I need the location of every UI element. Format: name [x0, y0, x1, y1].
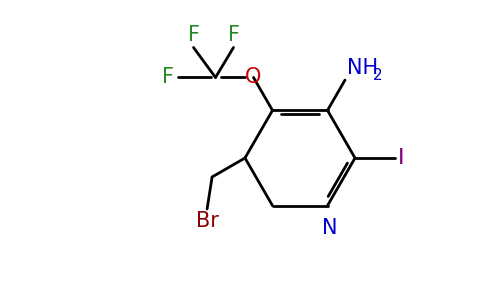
Text: I: I — [398, 148, 405, 168]
Text: F: F — [162, 68, 173, 88]
Text: Br: Br — [196, 211, 219, 231]
Text: F: F — [187, 26, 199, 46]
Text: O: O — [245, 68, 262, 88]
Text: F: F — [227, 26, 240, 46]
Text: 2: 2 — [373, 68, 383, 83]
Text: N: N — [322, 218, 337, 238]
Text: NH: NH — [347, 58, 378, 78]
